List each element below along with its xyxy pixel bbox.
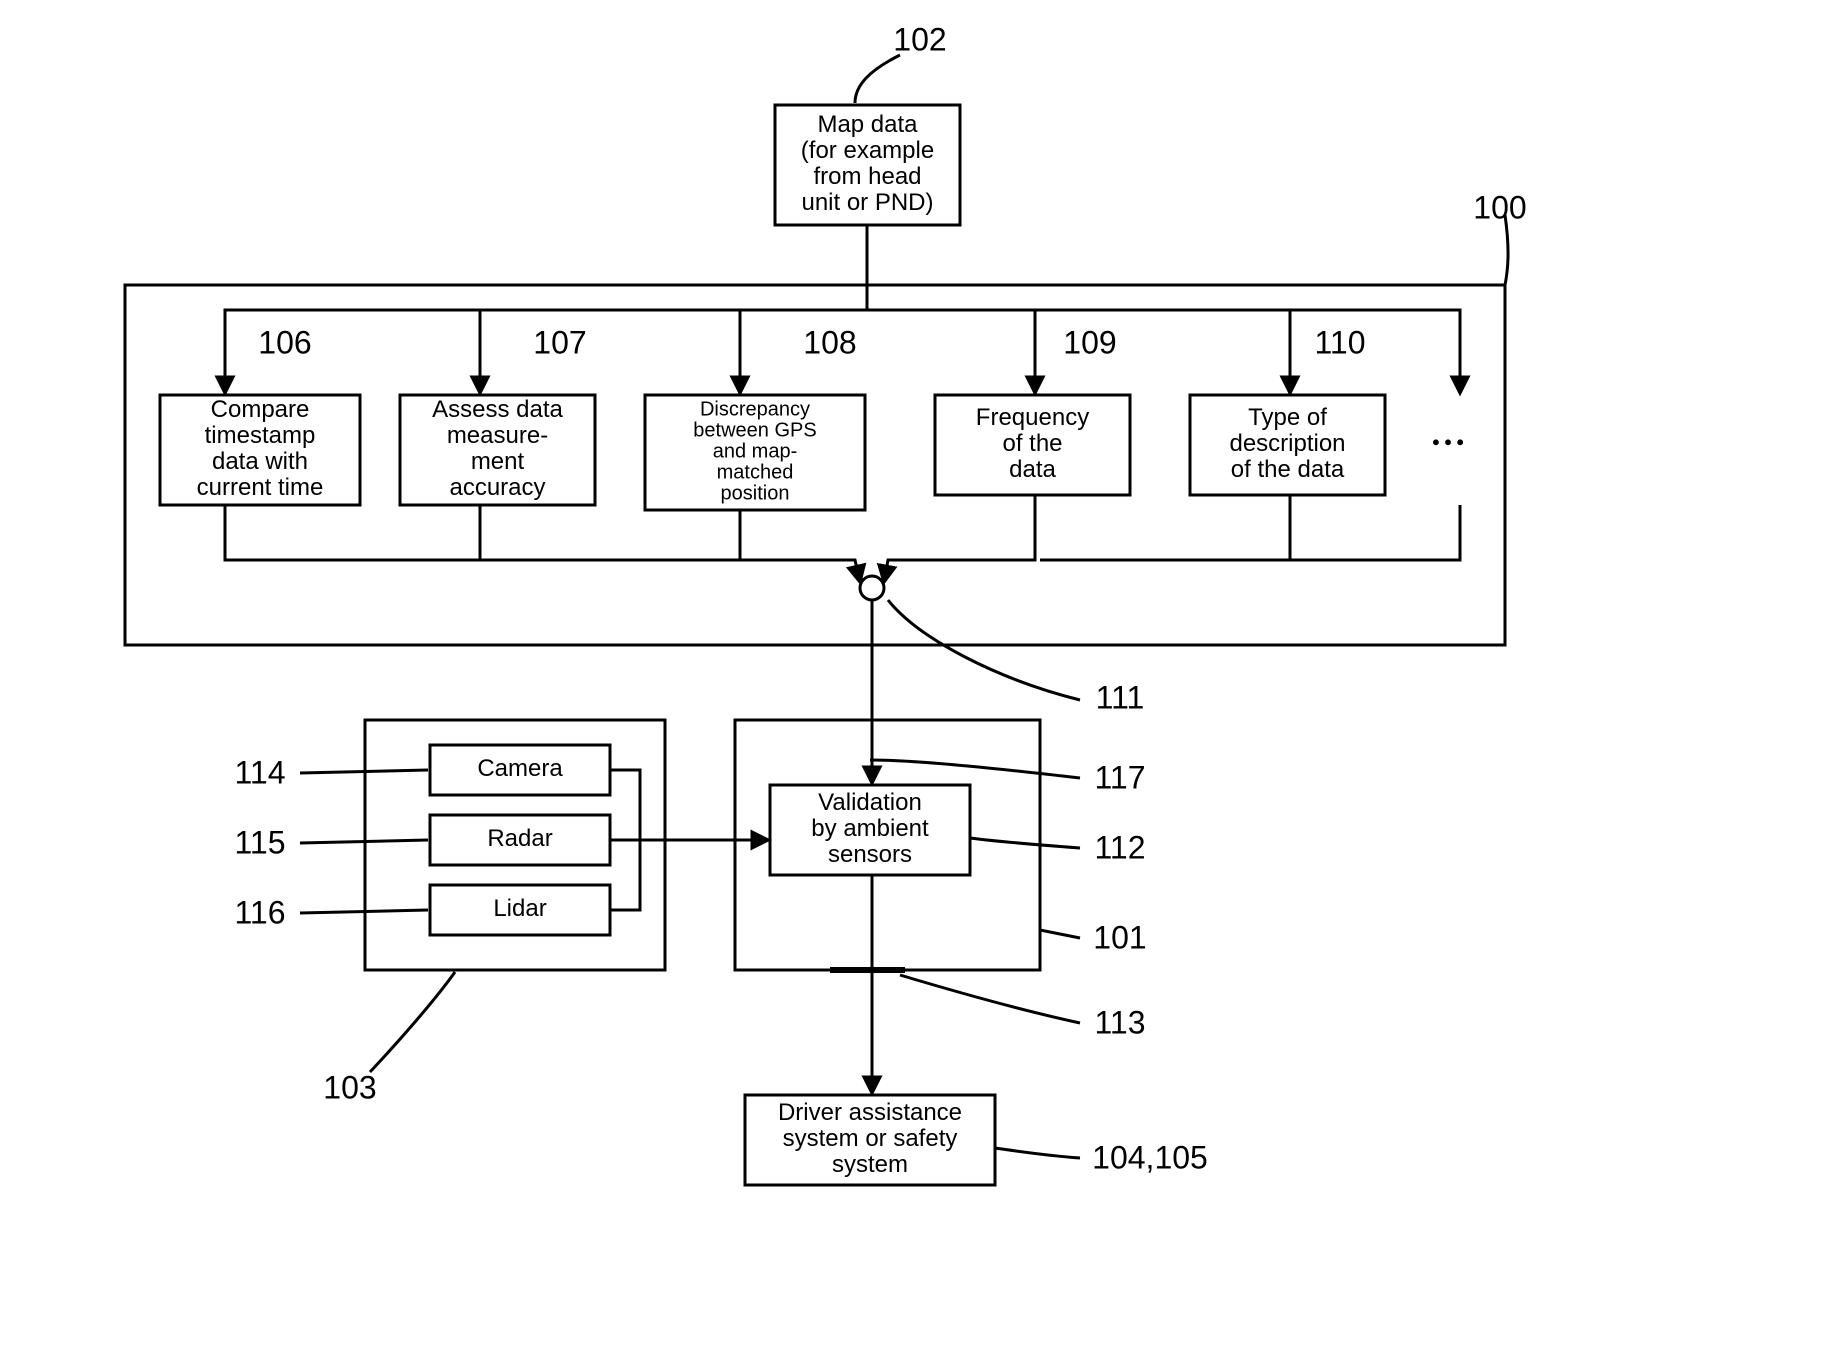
ref-l106: 106	[258, 324, 311, 360]
node-label-n107: Assess datameasure-mentaccuracy	[432, 396, 563, 501]
ref-l100: 100	[1473, 189, 1526, 225]
ref-l114: 114	[234, 754, 285, 790]
ref-l107: 107	[533, 324, 586, 360]
ref-l117: 117	[1094, 759, 1145, 795]
ref-l104: 104,105	[1092, 1139, 1208, 1175]
ref-l101: 101	[1093, 919, 1146, 955]
ref-l108: 108	[803, 324, 856, 360]
ref-l110: 110	[1314, 324, 1365, 360]
ref-l111: 111	[1096, 679, 1145, 715]
node-label-n114: Camera	[477, 755, 563, 782]
node-label-n116: Lidar	[493, 895, 546, 922]
ellipsis: …	[1430, 413, 1466, 453]
ref-l109: 109	[1063, 324, 1116, 360]
ref-l113: 113	[1094, 1004, 1145, 1040]
ref-l115: 115	[234, 824, 285, 860]
node-label-n112: Validationby ambientsensors	[811, 789, 929, 868]
ref-l116: 116	[234, 894, 285, 930]
node-label-n106: Comparetimestampdata withcurrent time	[197, 396, 324, 501]
node-label-n102: Map data(for examplefrom headunit or PND…	[801, 111, 934, 216]
ref-l102: 102	[893, 21, 946, 57]
node-label-n115: Radar	[487, 825, 552, 852]
ref-l112: 112	[1094, 829, 1145, 865]
ref-l103: 103	[323, 1069, 376, 1105]
